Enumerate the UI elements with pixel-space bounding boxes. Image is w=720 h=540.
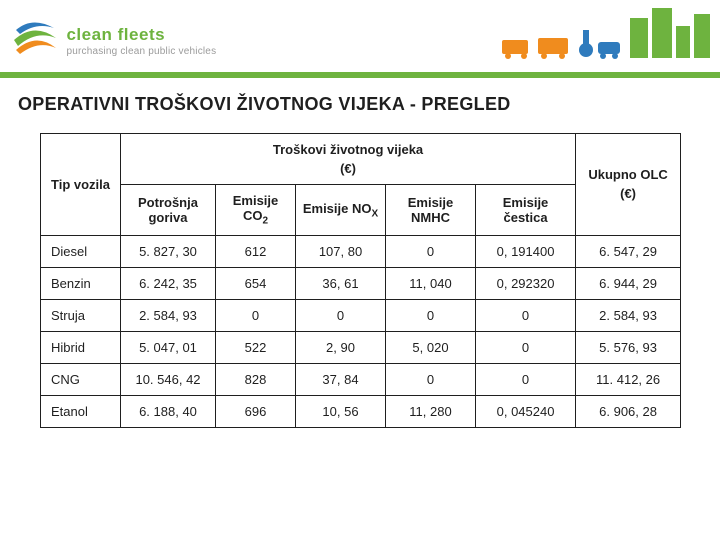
table-row: Diesel5. 827, 30612107, 8000, 1914006. 5… [41,235,681,267]
hdr-olc-unit: (€) [580,186,676,201]
cell-type: Benzin [41,267,121,299]
hdr-co2: Emisije CO2 [216,185,296,236]
cell-olc: 5. 576, 93 [576,331,681,363]
cell-nox: 0 [296,299,386,331]
hdr-nox-sub: X [371,208,378,219]
logo-subtitle: purchasing clean public vehicles [66,46,216,57]
cell-type: Diesel [41,235,121,267]
page-title: OPERATIVNI TROŠKOVI ŽIVOTNOG VIJEKA - PR… [18,94,720,115]
hdr-fuel: Potrošnja goriva [121,185,216,236]
cell-fuel: 10. 546, 42 [121,363,216,395]
cell-fuel: 6. 188, 40 [121,395,216,427]
logo: clean fleets purchasing clean public veh… [14,20,216,61]
cell-pm: 0 [476,331,576,363]
table-row: Benzin6. 242, 3565436, 6111, 0400, 29232… [41,267,681,299]
table-row: CNG10. 546, 4282837, 840011. 412, 26 [41,363,681,395]
cell-co2: 828 [216,363,296,395]
hdr-lifetime-unit: (€) [125,161,571,176]
hdr-olc: Ukupno OLC (€) [576,134,681,236]
cell-co2: 522 [216,331,296,363]
cell-nox: 36, 61 [296,267,386,299]
cell-nox: 10, 56 [296,395,386,427]
cell-olc: 6. 906, 28 [576,395,681,427]
cell-fuel: 5. 827, 30 [121,235,216,267]
cell-nmhc: 0 [386,299,476,331]
cell-co2: 654 [216,267,296,299]
table-body: Diesel5. 827, 30612107, 8000, 1914006. 5… [41,235,681,427]
logo-title: clean fleets [66,25,216,45]
cell-nox: 37, 84 [296,363,386,395]
banner-stripe [0,72,720,78]
table-row: Hibrid5. 047, 015222, 905, 02005. 576, 9… [41,331,681,363]
hdr-nmhc: Emisije NMHC [386,185,476,236]
hdr-nox-pre: Emisije NO [303,201,372,216]
cell-nmhc: 11, 280 [386,395,476,427]
cell-nmhc: 0 [386,363,476,395]
table-row: Etanol6. 188, 4069610, 5611, 2800, 04524… [41,395,681,427]
cell-olc: 6. 944, 29 [576,267,681,299]
hdr-olc-label: Ukupno OLC [580,167,676,182]
logo-swoosh-icon [14,20,56,61]
cell-co2: 696 [216,395,296,427]
hdr-co2-pre: Emisije CO [233,193,279,223]
cost-table-wrap: Tip vozila Troškovi životnog vijeka (€) … [40,133,680,428]
cell-type: Hibrid [41,331,121,363]
hdr-nox: Emisije NOX [296,185,386,236]
cell-type: Etanol [41,395,121,427]
hdr-lifetime-label: Troškovi životnog vijeka [125,142,571,157]
cell-pm: 0, 292320 [476,267,576,299]
cell-nmhc: 11, 040 [386,267,476,299]
cell-pm: 0, 045240 [476,395,576,427]
cell-fuel: 2. 584, 93 [121,299,216,331]
cost-table: Tip vozila Troškovi životnog vijeka (€) … [40,133,681,428]
cell-nmhc: 5, 020 [386,331,476,363]
cell-type: CNG [41,363,121,395]
cell-olc: 2. 584, 93 [576,299,681,331]
cell-type: Struja [41,299,121,331]
cell-pm: 0, 191400 [476,235,576,267]
cell-pm: 0 [476,363,576,395]
cell-nox: 2, 90 [296,331,386,363]
hdr-lifetime: Troškovi životnog vijeka (€) [121,134,576,185]
hdr-pm: Emisije čestica [476,185,576,236]
cell-fuel: 5. 047, 01 [121,331,216,363]
hdr-co2-sub: 2 [262,216,268,227]
logo-text: clean fleets purchasing clean public veh… [66,25,216,57]
cell-fuel: 6. 242, 35 [121,267,216,299]
cell-olc: 11. 412, 26 [576,363,681,395]
cell-pm: 0 [476,299,576,331]
cell-nmhc: 0 [386,235,476,267]
hdr-type: Tip vozila [41,134,121,236]
cell-co2: 0 [216,299,296,331]
cell-olc: 6. 547, 29 [576,235,681,267]
banner-art-icon [490,0,720,78]
cell-co2: 612 [216,235,296,267]
table-row: Struja2. 584, 9300002. 584, 93 [41,299,681,331]
top-banner: clean fleets purchasing clean public veh… [0,0,720,78]
cell-nox: 107, 80 [296,235,386,267]
